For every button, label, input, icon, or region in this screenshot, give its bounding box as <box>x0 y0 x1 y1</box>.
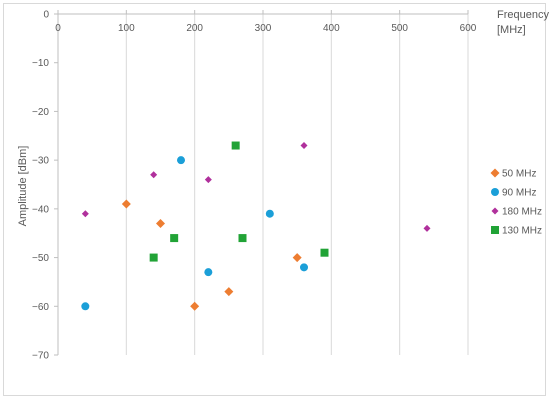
legend-label: 90 MHz <box>502 188 536 199</box>
legend-label: 50 MHz <box>502 169 536 180</box>
legend-marker <box>491 188 499 196</box>
x-tick-label: 600 <box>460 23 477 34</box>
legend-marker <box>491 226 499 234</box>
data-point <box>292 253 302 263</box>
chart-frame <box>3 3 546 396</box>
legend-marker <box>490 168 500 178</box>
data-points <box>81 141 431 311</box>
data-point <box>190 301 200 311</box>
data-point <box>423 224 431 232</box>
data-point <box>320 248 329 257</box>
x-axis-title-line2: [MHz] <box>497 24 526 36</box>
y-tick-label: −10 <box>32 58 49 69</box>
data-point <box>300 142 308 150</box>
y-axis-title: Amplitude [dBm] <box>17 146 29 227</box>
legend-marker <box>491 207 499 215</box>
y-tick-label: −60 <box>32 302 49 313</box>
data-point <box>149 253 158 262</box>
data-point <box>204 268 213 277</box>
y-tick-label: −50 <box>32 253 49 264</box>
data-point <box>204 176 212 184</box>
axes <box>54 10 469 356</box>
data-point <box>81 302 90 311</box>
data-point <box>177 156 185 165</box>
x-tick-label: 200 <box>186 23 203 34</box>
y-tick-label: 0 <box>43 10 49 21</box>
data-point <box>265 209 274 218</box>
data-point <box>150 171 158 179</box>
data-point <box>81 210 89 218</box>
tick-labels: 0 −10 −20 −30 −40 −50 −60 −70 0 100 200 300 400 500 60… <box>32 10 477 362</box>
data-point <box>300 263 308 272</box>
legend: 50 MHz 90 MHz 180 MHz 130 MHz <box>490 168 542 237</box>
x-axis-title-line1: Frequency <box>497 9 549 21</box>
legend-label: 180 MHz <box>502 207 542 218</box>
x-tick-label: 100 <box>118 23 135 34</box>
x-tick-label: 0 <box>55 23 61 34</box>
data-point <box>238 234 247 243</box>
x-tick-label: 400 <box>323 23 340 34</box>
x-tick-label: 300 <box>255 23 272 34</box>
x-tick-label: 500 <box>391 23 408 34</box>
legend-label: 130 MHz <box>502 226 542 237</box>
data-point <box>224 287 234 297</box>
y-tick-label: −70 <box>32 351 49 362</box>
y-tick-label: −40 <box>32 204 49 215</box>
y-tick-label: −30 <box>32 156 49 167</box>
data-point <box>121 199 131 209</box>
data-point <box>156 218 165 228</box>
data-point <box>170 234 179 243</box>
grid-lines <box>125 14 469 355</box>
y-tick-label: −20 <box>32 107 49 118</box>
data-point <box>231 141 240 150</box>
